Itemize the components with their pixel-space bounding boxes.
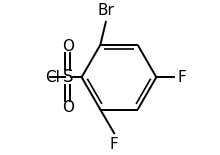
Text: Br: Br [97, 3, 114, 18]
Text: Cl: Cl [45, 70, 60, 85]
Text: S: S [62, 68, 73, 86]
Text: O: O [62, 100, 74, 115]
Text: O: O [62, 39, 74, 54]
Text: F: F [110, 137, 119, 152]
Text: F: F [178, 70, 187, 85]
